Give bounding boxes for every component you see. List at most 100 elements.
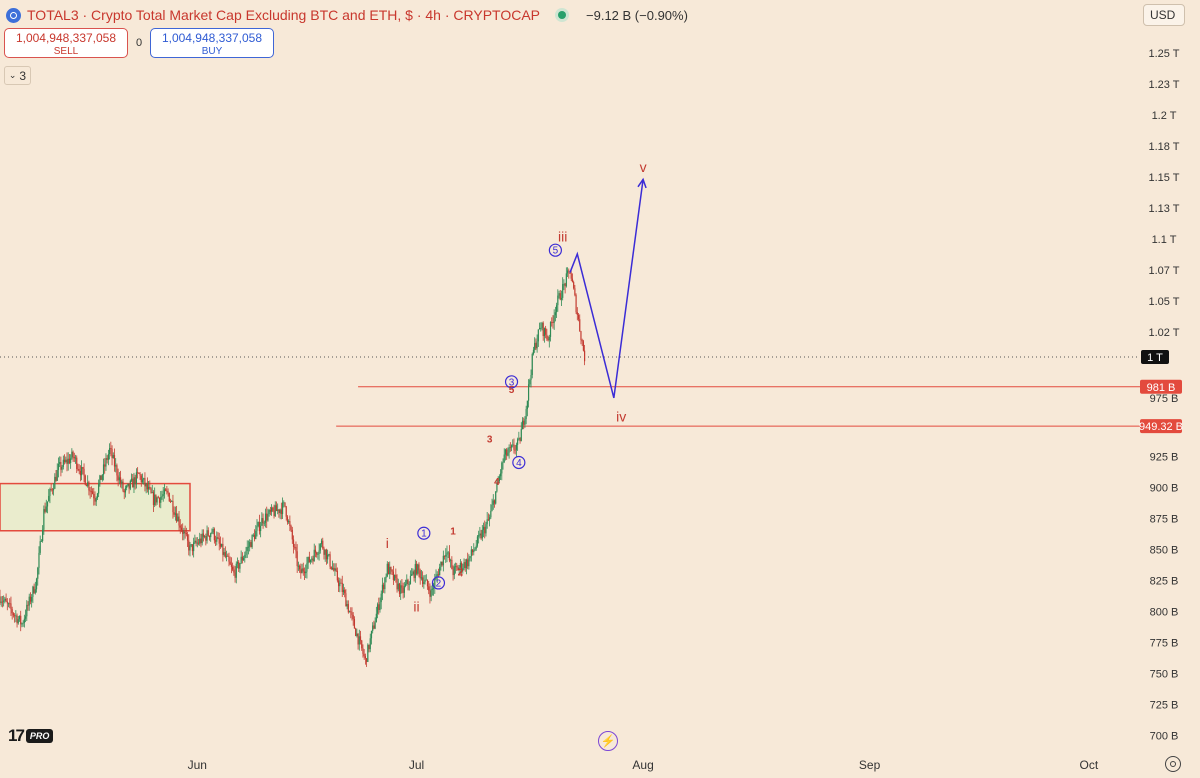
sell-label: SELL bbox=[53, 46, 79, 57]
candle-body bbox=[214, 540, 217, 542]
candle-body bbox=[378, 604, 380, 610]
candle-body bbox=[10, 603, 12, 610]
candle-body bbox=[471, 549, 474, 553]
candle-body bbox=[458, 567, 460, 571]
candle-body bbox=[521, 420, 524, 430]
candle-body bbox=[376, 604, 379, 614]
candle-body bbox=[269, 510, 271, 512]
tradingview-logo[interactable]: 17 PRO bbox=[8, 726, 54, 746]
candle-body bbox=[102, 464, 105, 475]
candle-body bbox=[513, 444, 515, 450]
candle-body bbox=[141, 479, 144, 483]
candle-body bbox=[549, 322, 552, 337]
candle-body bbox=[401, 585, 403, 588]
candle-body bbox=[68, 458, 71, 464]
candle-body bbox=[210, 533, 212, 538]
candle-body bbox=[179, 525, 181, 528]
candle-body bbox=[314, 549, 317, 553]
wave-label: iii bbox=[558, 229, 567, 245]
candle-body bbox=[344, 589, 346, 594]
candle-body bbox=[38, 552, 40, 568]
candle-body bbox=[398, 583, 401, 594]
candle-body bbox=[482, 526, 485, 530]
wave-label: 3 bbox=[509, 377, 515, 388]
candle-body bbox=[559, 293, 561, 300]
candle-body bbox=[228, 556, 230, 562]
candle-body bbox=[286, 516, 289, 523]
settings-gear-icon[interactable] bbox=[1165, 756, 1181, 772]
candle-body bbox=[316, 552, 318, 555]
candle-body bbox=[39, 541, 41, 553]
candle-body bbox=[130, 478, 133, 481]
candle-body bbox=[184, 531, 186, 533]
wave-label: ii bbox=[413, 598, 419, 614]
candle-body bbox=[9, 603, 11, 605]
candle-body bbox=[397, 583, 399, 590]
candle-body bbox=[402, 587, 404, 593]
candle-body bbox=[318, 550, 320, 554]
candle-body bbox=[489, 517, 491, 520]
candle-body bbox=[178, 516, 180, 526]
x-tick-label: Sep bbox=[859, 758, 881, 772]
candle-body bbox=[353, 619, 356, 629]
candle-body bbox=[267, 514, 269, 521]
candle-body bbox=[305, 571, 307, 574]
candle-body bbox=[526, 400, 528, 410]
candle-body bbox=[126, 485, 128, 488]
candle-body bbox=[547, 338, 549, 341]
candle-body bbox=[531, 353, 533, 375]
wave-label: 3 bbox=[487, 435, 493, 446]
candle-body bbox=[383, 584, 385, 590]
candle-body bbox=[443, 555, 446, 557]
candle-body bbox=[341, 582, 343, 593]
y-tick-label-partial: 975 B bbox=[1150, 393, 1179, 405]
candle-body bbox=[128, 483, 130, 489]
candle-body bbox=[48, 495, 50, 502]
candle-body bbox=[189, 545, 191, 551]
candle-body bbox=[256, 525, 258, 531]
wave-label-circle bbox=[417, 526, 431, 540]
candle-body bbox=[158, 497, 161, 503]
candle-body bbox=[391, 570, 393, 572]
currency-selector[interactable]: USD bbox=[1143, 4, 1185, 26]
candle-body bbox=[261, 518, 263, 526]
candle-body bbox=[99, 475, 101, 484]
candle-body bbox=[273, 510, 275, 517]
candle-body bbox=[272, 507, 274, 511]
candle-body bbox=[323, 548, 325, 555]
candle-body bbox=[165, 489, 167, 491]
candle-body bbox=[70, 458, 72, 464]
candle-body bbox=[554, 312, 556, 316]
candle-body bbox=[337, 580, 340, 587]
candle-body bbox=[400, 585, 402, 594]
candle-body bbox=[347, 604, 349, 613]
candle-body bbox=[95, 498, 97, 502]
candle-body bbox=[257, 522, 259, 526]
sell-button[interactable]: 1,004,948,337,058 SELL bbox=[4, 28, 128, 58]
y-tick-label: 725 B bbox=[1150, 700, 1179, 712]
wave-label: 2 bbox=[458, 567, 464, 578]
price-change: −9.12 B (−0.90%) bbox=[586, 7, 688, 23]
candle-body bbox=[54, 476, 56, 489]
candle-body bbox=[407, 579, 409, 585]
candle-body bbox=[222, 543, 224, 555]
symbol-title[interactable]: TOTAL3 · Crypto Total Market Cap Excludi… bbox=[27, 7, 541, 23]
lightning-icon[interactable]: ⚡ bbox=[598, 731, 618, 751]
candle-body bbox=[300, 569, 302, 574]
candle-body bbox=[278, 509, 280, 513]
candle-body bbox=[122, 481, 124, 491]
candle-body bbox=[21, 623, 23, 625]
candle-body bbox=[322, 540, 324, 549]
y-tick-label: 825 B bbox=[1150, 575, 1179, 587]
candle-body bbox=[72, 451, 74, 457]
candle-body bbox=[504, 449, 507, 455]
candle-body bbox=[575, 295, 577, 313]
buy-button[interactable]: 1,004,948,337,058 BUY bbox=[150, 28, 274, 58]
candle-body bbox=[373, 625, 375, 629]
candle-body bbox=[552, 322, 554, 323]
indicators-toggle[interactable]: ⌄ 3 bbox=[4, 66, 31, 85]
candle-body bbox=[266, 513, 268, 521]
candle-body bbox=[1, 601, 4, 603]
candle-body bbox=[60, 462, 62, 470]
